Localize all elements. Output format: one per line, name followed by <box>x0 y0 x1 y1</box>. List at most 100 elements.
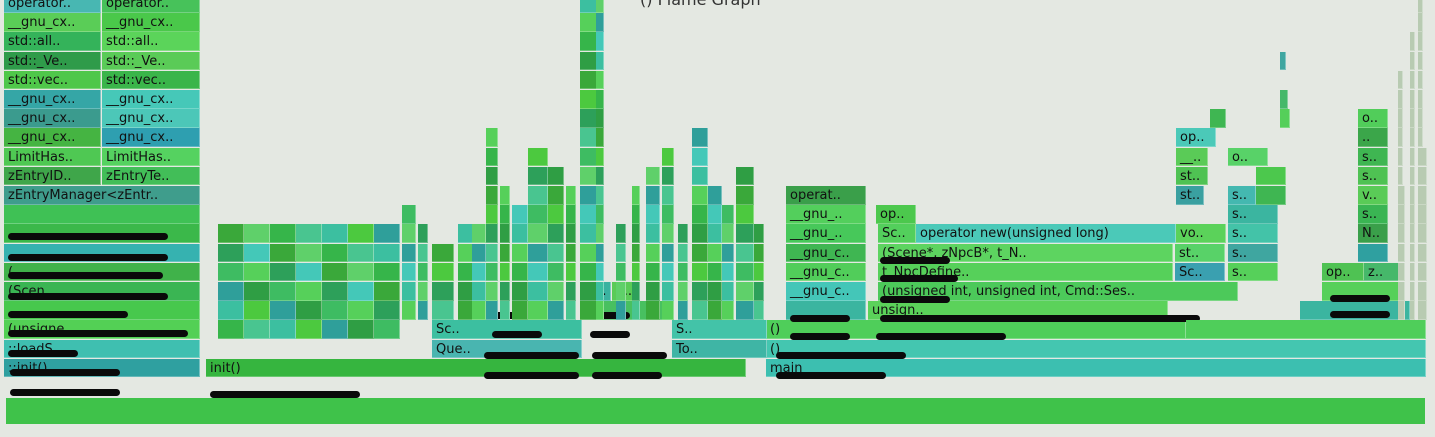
flame-frame[interactable] <box>432 282 454 301</box>
flame-frame[interactable] <box>374 301 400 320</box>
flame-frame[interactable] <box>736 186 754 205</box>
flame-frame[interactable] <box>296 320 322 340</box>
flame-frame[interactable] <box>402 282 416 301</box>
flame-frame[interactable] <box>528 166 548 186</box>
flame-frame[interactable] <box>1400 205 1405 224</box>
flame-frame[interactable] <box>754 301 764 320</box>
flame-frame[interactable] <box>662 262 674 282</box>
flame-frame[interactable] <box>500 186 510 205</box>
flame-frame[interactable] <box>432 301 454 320</box>
flame-frame[interactable] <box>692 166 708 186</box>
flame-frame[interactable] <box>512 243 528 263</box>
flame-frame[interactable] <box>1422 262 1427 282</box>
flame-frame[interactable] <box>754 262 764 282</box>
flame-frame[interactable] <box>548 166 564 186</box>
flame-frame[interactable] <box>708 186 722 205</box>
flame-frame[interactable] <box>566 224 576 244</box>
flame-frame[interactable] <box>692 243 708 263</box>
flame-frame[interactable] <box>1410 301 1415 320</box>
flame-frame[interactable] <box>692 186 708 205</box>
right-dots-frame[interactable]: .. <box>1358 128 1388 148</box>
flame-frame[interactable] <box>1398 109 1403 128</box>
flame-frame[interactable] <box>512 282 528 301</box>
flame-frame[interactable] <box>692 262 708 282</box>
flame-frame[interactable] <box>418 243 428 263</box>
flame-frame[interactable] <box>402 262 416 282</box>
flame-frame[interactable] <box>662 147 674 167</box>
flame-frame[interactable] <box>708 243 722 263</box>
flame-frame[interactable] <box>402 301 416 320</box>
flame-frame[interactable] <box>736 282 754 301</box>
flame-frame[interactable] <box>662 243 674 263</box>
gnu5-frame[interactable]: __gnu_c.. <box>786 282 866 301</box>
flame-frame[interactable] <box>348 243 374 263</box>
flame-frame[interactable] <box>432 262 454 282</box>
flame-frame[interactable] <box>596 282 604 301</box>
right-s-far-frame[interactable]: s.. <box>1358 166 1388 186</box>
flame-frame[interactable] <box>632 243 640 263</box>
flame-frame[interactable] <box>218 282 244 301</box>
right-op-frame[interactable]: op.. <box>1176 128 1216 148</box>
flame-frame[interactable] <box>678 224 688 244</box>
flame-frame[interactable] <box>1418 90 1423 109</box>
left-stack-frame[interactable] <box>4 205 200 224</box>
flame-frame[interactable] <box>296 282 322 301</box>
flame-frame[interactable] <box>596 166 604 186</box>
flame-frame[interactable] <box>566 243 576 263</box>
flame-frame[interactable] <box>596 301 604 320</box>
flame-frame[interactable] <box>1418 13 1423 32</box>
flame-frame[interactable] <box>662 186 674 205</box>
flame-frame[interactable] <box>708 301 722 320</box>
flame-frame[interactable] <box>754 282 764 301</box>
flame-frame[interactable] <box>500 205 510 224</box>
flame-frame[interactable] <box>244 301 270 320</box>
flame-frame[interactable] <box>662 301 674 320</box>
st-frame[interactable]: st.. <box>1175 243 1225 263</box>
flame-frame[interactable] <box>402 243 416 263</box>
flame-frame[interactable] <box>548 205 564 224</box>
flame-frame[interactable] <box>1400 243 1405 263</box>
flame-frame[interactable] <box>1418 32 1423 52</box>
left-stack-frame[interactable]: LimitHas.. <box>102 147 200 167</box>
flame-frame[interactable] <box>646 262 660 282</box>
flame-frame[interactable] <box>244 282 270 301</box>
flame-frame[interactable] <box>322 262 348 282</box>
flame-frame[interactable] <box>548 186 564 205</box>
flame-frame[interactable] <box>486 243 498 263</box>
flame-frame[interactable] <box>486 205 498 224</box>
flame-frame[interactable] <box>708 224 722 244</box>
flame-frame[interactable] <box>566 205 576 224</box>
flame-frame[interactable] <box>596 243 604 263</box>
sc-frame[interactable]: Sc.. <box>878 224 916 244</box>
flame-frame[interactable] <box>662 224 674 244</box>
flame-frame[interactable] <box>596 70 604 90</box>
flame-frame[interactable] <box>1410 262 1415 282</box>
flame-frame[interactable] <box>596 186 604 205</box>
flame-frame[interactable] <box>486 301 498 320</box>
flame-frame[interactable] <box>1256 166 1286 186</box>
flame-frame[interactable] <box>418 262 428 282</box>
flame-frame[interactable] <box>722 224 734 244</box>
flame-frame[interactable] <box>1398 128 1403 148</box>
flame-frame[interactable] <box>322 243 348 263</box>
right-o-frame[interactable]: o.. <box>1228 147 1268 167</box>
right-s-frame[interactable]: s.. <box>1228 186 1256 205</box>
flame-frame[interactable] <box>374 282 400 301</box>
flame-frame[interactable] <box>678 262 688 282</box>
right-n-far-frame[interactable]: N.. <box>1358 224 1388 244</box>
flame-frame[interactable] <box>486 147 498 167</box>
flame-frame[interactable] <box>512 205 528 224</box>
flame-frame[interactable] <box>566 262 576 282</box>
flame-frame[interactable] <box>486 166 498 186</box>
flame-frame[interactable] <box>692 224 708 244</box>
flame-frame[interactable] <box>548 262 564 282</box>
flame-frame[interactable] <box>566 301 576 320</box>
flame-frame[interactable] <box>754 243 764 263</box>
left-stack-frame[interactable]: std::vec.. <box>4 70 101 90</box>
left-stack-frame[interactable]: __gnu_cx.. <box>102 13 200 32</box>
vo-frame[interactable]: vo.. <box>1176 224 1226 244</box>
left-stack-frame[interactable]: std::_Ve.. <box>102 51 200 71</box>
flame-frame[interactable] <box>736 243 754 263</box>
flame-frame[interactable] <box>616 243 626 263</box>
flame-frame[interactable] <box>632 301 640 320</box>
